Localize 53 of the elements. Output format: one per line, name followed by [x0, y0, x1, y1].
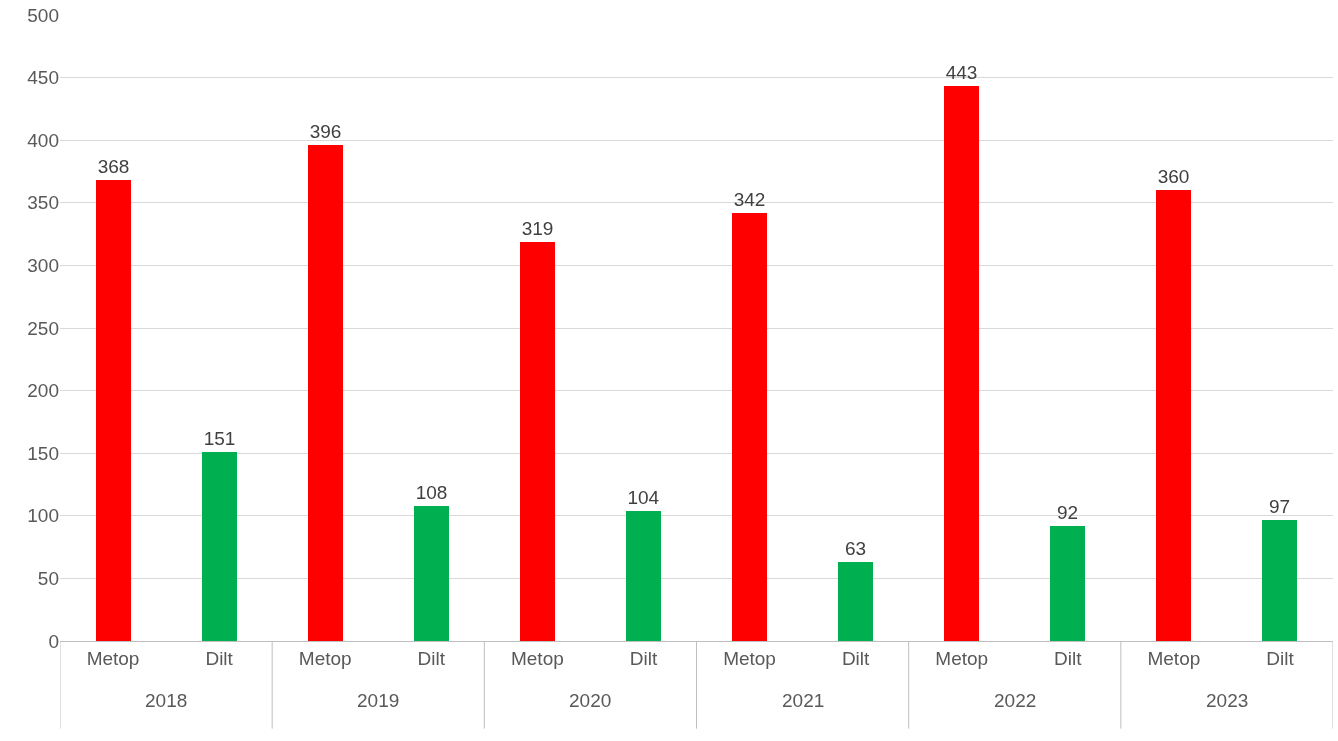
data-label: 151 [203, 428, 236, 449]
x-tick-label: Metop [510, 647, 564, 669]
x-tick-label: Dilt [841, 647, 871, 669]
x-tick-label: Dilt [205, 647, 234, 669]
data-label: 342 [733, 189, 766, 210]
text: 2018 [145, 690, 188, 711]
bar [1262, 520, 1297, 641]
bar [838, 562, 873, 641]
bar [202, 452, 237, 641]
text: 2020 [569, 690, 612, 711]
x-tick-label: Dilt [1054, 647, 1083, 669]
bar [1156, 190, 1191, 641]
bar [308, 145, 343, 641]
data-label: 443 [945, 62, 978, 83]
text: 2022 [994, 690, 1037, 711]
data-label: 360 [1157, 166, 1190, 187]
y-tick-label: 100 [27, 505, 59, 527]
x-tick-label: Dilt [1266, 647, 1295, 669]
data-label: 92 [1056, 502, 1079, 523]
bar [626, 511, 661, 641]
bar [944, 86, 979, 641]
y-tick-label: 0 [48, 630, 59, 652]
y-tick-label: 400 [27, 129, 59, 151]
x-tick-label: Dilt [417, 647, 446, 669]
text: 2023 [1206, 690, 1249, 711]
bar [520, 242, 555, 641]
y-tick-label: 500 [27, 4, 59, 26]
x-tick-label: Metop [723, 647, 776, 669]
data-label: 63 [844, 538, 867, 559]
data-label: 319 [521, 218, 554, 239]
text: 2019 [357, 690, 400, 711]
y-tick-label: 200 [27, 380, 59, 402]
x-tick-label: Metop [1147, 647, 1201, 669]
y-tick-label: 150 [27, 442, 59, 464]
x-tick-label: Metop [86, 647, 140, 669]
data-label: 104 [627, 487, 660, 508]
bar [414, 506, 449, 641]
x-tick-label: Metop [935, 647, 989, 669]
text: 2021 [782, 690, 825, 711]
y-tick-label: 250 [27, 317, 59, 339]
data-label: 368 [97, 156, 130, 177]
y-tick-label: 50 [37, 568, 59, 590]
x-tick-label: Dilt [629, 647, 658, 669]
data-label: 396 [309, 121, 342, 142]
y-tick-label: 350 [27, 192, 59, 214]
data-label: 108 [415, 482, 448, 503]
bar [96, 180, 131, 641]
bar [732, 213, 767, 641]
bar [1050, 526, 1085, 641]
y-tick-label: 450 [27, 67, 59, 89]
data-label: 97 [1268, 496, 1291, 517]
x-tick-label: Metop [298, 647, 352, 669]
y-tick-label: 300 [27, 255, 59, 277]
